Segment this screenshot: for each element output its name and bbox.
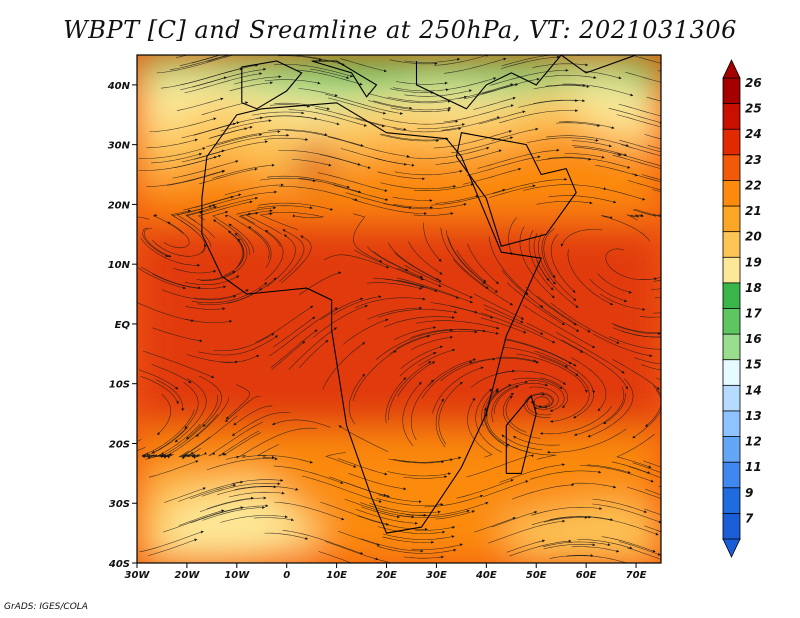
latitude-axis: 40N 30N 20N 10N EQ 10S 20S 30S 40S — [107, 81, 137, 570]
lat-tick-label: EQ — [115, 320, 131, 331]
lon-tick-label: 40E — [475, 570, 497, 581]
colorbar-swatch — [722, 77, 741, 105]
colorbar-swatch — [722, 282, 741, 310]
lon-tick-label: 50E — [526, 570, 547, 581]
lon-tick-label: 0 — [283, 570, 290, 581]
colorbar-max-arrow — [722, 59, 741, 79]
colorbar-swatch — [722, 205, 741, 233]
chart-title: WBPT [C] and Sreamline at 250hPa, VT: 20… — [63, 16, 737, 44]
colorbar-level-label: 21 — [745, 204, 762, 218]
lat-tick-label: 20S — [109, 439, 130, 450]
colorbar-swatch — [722, 103, 741, 131]
colorbar-swatch — [722, 461, 741, 489]
colorbar-swatch — [722, 359, 741, 387]
colorbar-level-label: 9 — [745, 486, 753, 500]
colorbar-swatch — [722, 384, 741, 412]
colorbar-level-label: 24 — [745, 127, 762, 141]
colorbar-level-label: 22 — [745, 178, 762, 192]
colorbar-swatch — [722, 154, 741, 182]
colorbar-level-label: 17 — [745, 307, 762, 321]
colorbar-level-label: 23 — [745, 153, 762, 167]
colorbar-level-label: 26 — [745, 76, 762, 90]
colorbar-swatch — [722, 512, 741, 540]
colorbar-level-label: 20 — [745, 230, 762, 244]
colorbar-level-label: 11 — [745, 460, 762, 474]
lon-tick-label: 30E — [426, 570, 447, 581]
colorbar-level-label: 16 — [745, 332, 762, 346]
colorbar-level-label: 25 — [745, 102, 762, 116]
coastlines — [201, 55, 637, 534]
lat-tick-label: 40S — [108, 559, 130, 570]
colorbar-swatch — [722, 180, 741, 207]
lat-tick-label: 40N — [107, 81, 131, 92]
colorbar-swatch — [722, 410, 741, 438]
lon-tick-label: 10W — [224, 570, 250, 581]
longitude-axis: 30W 20W 10W 0 10E 20E 30E 40E 50E 60E 70E — [125, 563, 647, 581]
colorbar-level-label: 15 — [745, 358, 762, 372]
colorbar-level-label: 12 — [745, 435, 762, 449]
colorbar-swatch — [722, 231, 741, 259]
lat-tick-label: 30S — [109, 499, 130, 510]
streamlines — [137, 55, 661, 563]
lat-tick-label: 10N — [108, 260, 131, 271]
wbpt-field — [137, 55, 661, 563]
lon-tick-label: 30W — [125, 570, 151, 581]
lat-tick-label: 10S — [109, 380, 130, 391]
colorbar-min-arrow — [722, 538, 741, 558]
colorbar-level-label: 14 — [745, 383, 762, 397]
plot-frame — [136, 54, 662, 564]
colorbar-swatch — [722, 128, 741, 156]
lon-tick-label: 20W — [174, 570, 200, 581]
colorbar-level-label: 13 — [745, 409, 762, 423]
colorbar-level-label: 19 — [745, 255, 762, 269]
lon-tick-label: 60E — [576, 570, 597, 581]
colorbar-swatch — [722, 333, 741, 361]
lon-tick-label: 10E — [326, 570, 347, 581]
lat-tick-label: 30N — [108, 141, 131, 152]
colorbar-swatch — [722, 487, 741, 515]
lat-tick-label: 20N — [108, 200, 131, 211]
colorbar: 26 25 24 23 22 21 20 19 18 17 16 15 14 13 12 11 9 7 — [722, 59, 762, 558]
credit-text: GrADS: IGES/COLA — [4, 602, 88, 612]
lon-tick-label: 70E — [626, 570, 647, 581]
colorbar-level-label: 7 — [745, 511, 754, 525]
colorbar-swatch — [722, 436, 741, 464]
lon-tick-label: 20E — [376, 570, 397, 581]
colorbar-swatch — [722, 256, 741, 284]
colorbar-level-label: 18 — [745, 281, 762, 295]
colorbar-swatch — [722, 308, 741, 336]
